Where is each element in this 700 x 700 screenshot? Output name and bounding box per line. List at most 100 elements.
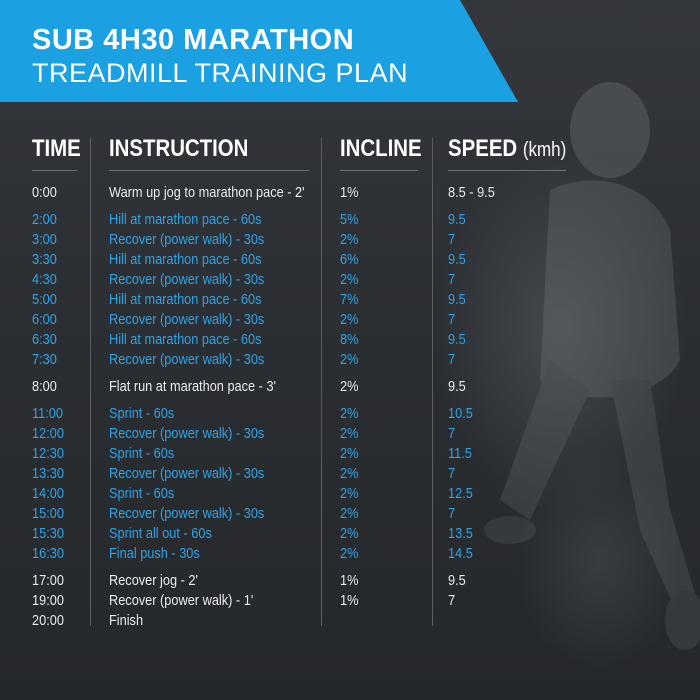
time-cell: 15:00 <box>32 506 64 522</box>
incline-cell: 2% <box>340 486 359 502</box>
speed-cell: 14.5 <box>448 546 473 562</box>
speed-cell: 9.5 <box>448 379 466 395</box>
incline-cell: 2% <box>340 272 359 288</box>
instruction-cell: Recover (power walk) - 30s <box>109 232 265 248</box>
instruction-cell: Recover (power walk) - 30s <box>109 312 265 328</box>
time-cell: 13:30 <box>32 466 64 482</box>
incline-cell: 2% <box>340 352 359 368</box>
speed-cell: 8.5 - 9.5 <box>448 185 495 201</box>
speed-cell: 7 <box>448 312 456 328</box>
time-cell: 20:00 <box>32 613 64 629</box>
incline-cell: 6% <box>340 252 359 268</box>
instruction-cell: Flat run at marathon pace - 3' <box>109 379 276 395</box>
incline-cell: 2% <box>340 312 359 328</box>
column-divider <box>90 138 91 626</box>
table-row: 7:30 Recover (power walk) - 30s 2% 7 <box>0 350 700 370</box>
table-row: 0:00 Warm up jog to marathon pace - 2' 1% 8… <box>0 183 700 203</box>
time-cell: 2:00 <box>32 212 57 228</box>
instruction-cell: Hill at marathon pace - 60s <box>109 332 262 348</box>
speed-cell: 7 <box>448 506 456 522</box>
instruction-cell: Hill at marathon pace - 60s <box>109 212 262 228</box>
column-header-instruction: INSTRUCTION <box>109 135 249 162</box>
time-cell: 6:00 <box>32 312 57 328</box>
header-underline-time <box>32 170 77 171</box>
instruction-cell: Recover (power walk) - 1' <box>109 593 254 609</box>
speed-cell: 9.5 <box>448 212 466 228</box>
incline-cell: 2% <box>340 546 359 562</box>
speed-cell: 9.5 <box>448 332 466 348</box>
time-cell: 3:00 <box>32 232 57 248</box>
table-row: 5:00 Hill at marathon pace - 60s 7% 9.5 <box>0 290 700 310</box>
time-cell: 3:30 <box>32 252 57 268</box>
incline-cell: 2% <box>340 426 359 442</box>
instruction-cell: Recover jog - 2' <box>109 573 198 589</box>
instruction-cell: Warm up jog to marathon pace - 2' <box>109 185 305 201</box>
time-cell: 14:00 <box>32 486 64 502</box>
table-row: 2:00 Hill at marathon pace - 60s 5% 9.5 <box>0 210 700 230</box>
table-row: 15:30 Sprint all out - 60s 2% 13.5 <box>0 524 700 544</box>
instruction-cell: Finish <box>109 613 144 629</box>
header-underline-instruction <box>109 170 309 171</box>
speed-header-label: SPEED <box>448 135 518 162</box>
incline-cell: 5% <box>340 212 359 228</box>
page-title: SUB 4H30 MARATHON <box>32 24 355 56</box>
speed-cell: 9.5 <box>448 292 466 308</box>
instruction-cell: Recover (power walk) - 30s <box>109 426 265 442</box>
incline-cell: 2% <box>340 406 359 422</box>
table-row: 12:00 Recover (power walk) - 30s 2% 7 <box>0 424 700 444</box>
speed-cell: 7 <box>448 232 456 248</box>
incline-cell: 7% <box>340 292 359 308</box>
instruction-cell: Hill at marathon pace - 60s <box>109 292 262 308</box>
incline-cell: 2% <box>340 506 359 522</box>
column-divider <box>321 138 322 626</box>
table-row: 15:00 Recover (power walk) - 30s 2% 7 <box>0 504 700 524</box>
incline-cell: 1% <box>340 185 359 201</box>
table-row: 4:30 Recover (power walk) - 30s 2% 7 <box>0 270 700 290</box>
speed-cell: 9.5 <box>448 573 466 589</box>
incline-cell: 1% <box>340 573 359 589</box>
instruction-cell: Sprint - 60s <box>109 446 175 462</box>
table-row: 12:30 Sprint - 60s 2% 11.5 <box>0 444 700 464</box>
table-row: 6:00 Recover (power walk) - 30s 2% 7 <box>0 310 700 330</box>
instruction-cell: Recover (power walk) - 30s <box>109 352 265 368</box>
speed-cell: 11.5 <box>448 446 472 462</box>
table-row: 16:30 Final push - 30s 2% 14.5 <box>0 544 700 564</box>
incline-cell: 1% <box>340 593 359 609</box>
time-cell: 7:30 <box>32 352 57 368</box>
table-row: 19:00 Recover (power walk) - 1' 1% 7 <box>0 591 700 611</box>
table-row: 3:30 Hill at marathon pace - 60s 6% 9.5 <box>0 250 700 270</box>
column-header-incline: INCLINE <box>340 135 422 162</box>
instruction-cell: Sprint all out - 60s <box>109 526 212 542</box>
speed-cell: 7 <box>448 352 456 368</box>
instruction-cell: Sprint - 60s <box>109 486 175 502</box>
column-header-time: TIME <box>32 135 81 162</box>
speed-cell: 7 <box>448 466 456 482</box>
instruction-cell: Recover (power walk) - 30s <box>109 272 265 288</box>
time-cell: 16:30 <box>32 546 64 562</box>
runner-silhouette <box>484 82 700 650</box>
speed-cell: 7 <box>448 272 456 288</box>
page-subtitle: TREADMILL TRAINING PLAN <box>32 58 409 88</box>
time-cell: 17:00 <box>32 573 64 589</box>
time-cell: 11:00 <box>32 406 63 422</box>
instruction-cell: Recover (power walk) - 30s <box>109 466 265 482</box>
instruction-cell: Final push - 30s <box>109 546 200 562</box>
instruction-cell: Sprint - 60s <box>109 406 175 422</box>
table-row: 17:00 Recover jog - 2' 1% 9.5 <box>0 571 700 591</box>
table-row: 3:00 Recover (power walk) - 30s 2% 7 <box>0 230 700 250</box>
speed-cell: 10.5 <box>448 406 473 422</box>
incline-cell: 2% <box>340 526 359 542</box>
time-cell: 12:00 <box>32 426 64 442</box>
incline-cell: 2% <box>340 466 359 482</box>
incline-cell: 2% <box>340 446 359 462</box>
time-cell: 12:30 <box>32 446 64 462</box>
time-cell: 4:30 <box>32 272 57 288</box>
speed-cell: 7 <box>448 593 456 609</box>
time-cell: 5:00 <box>32 292 57 308</box>
time-cell: 0:00 <box>32 185 57 201</box>
table-row: 11:00 Sprint - 60s 2% 10.5 <box>0 404 700 424</box>
instruction-cell: Recover (power walk) - 30s <box>109 506 265 522</box>
header-underline-speed <box>448 170 566 171</box>
time-cell: 6:30 <box>32 332 57 348</box>
